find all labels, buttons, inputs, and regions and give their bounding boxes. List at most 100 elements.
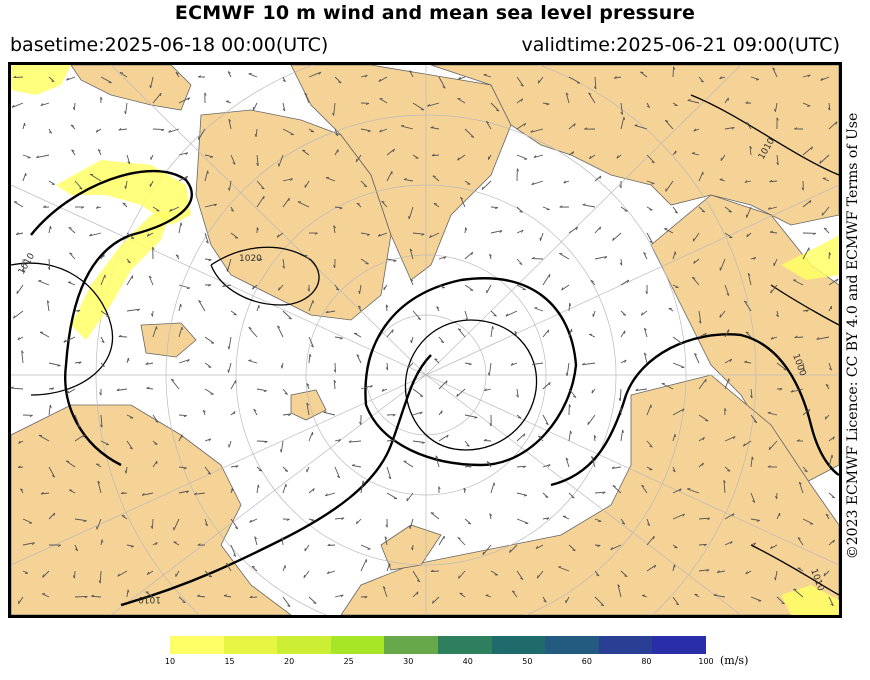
wind-arrow-head xyxy=(214,203,217,207)
wind-arrow xyxy=(74,595,88,598)
wind-arrow xyxy=(386,362,389,370)
wind-arrow xyxy=(746,206,752,218)
wind-arrow-head xyxy=(83,520,87,523)
wind-arrow-head xyxy=(493,314,497,317)
wind-arrow xyxy=(74,361,82,364)
wind-arrow xyxy=(464,518,472,525)
wind-arrow xyxy=(483,440,492,442)
wind-arrow xyxy=(48,466,56,478)
wind-arrow-head xyxy=(816,337,820,340)
wind-arrow xyxy=(483,74,492,78)
wind-arrow-head xyxy=(523,433,526,437)
wind-arrow-head xyxy=(587,421,589,425)
wind-arrow xyxy=(790,388,804,393)
wind-arrow-head xyxy=(776,117,779,121)
wind-arrow xyxy=(432,175,440,182)
wind-arrow-head xyxy=(622,314,626,316)
wind-arrow xyxy=(348,440,362,443)
wind-arrow-head xyxy=(832,436,835,440)
wind-arrow-head xyxy=(18,440,21,444)
wind-arrow-head xyxy=(458,328,462,331)
wind-arrow-head xyxy=(312,488,315,492)
wind-arrow-head xyxy=(185,175,189,179)
wind-arrow-head xyxy=(66,390,69,394)
isobar-line xyxy=(750,544,839,596)
map-frame[interactable]: 1010 1020 1010 1000 1010 1010 xyxy=(8,62,842,618)
wind-arrow xyxy=(432,596,440,604)
wind-arrow-head xyxy=(378,78,381,82)
wind-arrow-head xyxy=(559,205,563,208)
legend-tick-label: 60 xyxy=(581,657,592,666)
wind-arrow xyxy=(119,72,128,78)
chart-title: ECMWF 10 m wind and mean sea level press… xyxy=(174,2,696,24)
wind-arrow-head xyxy=(682,408,685,412)
wind-arrow xyxy=(22,122,25,130)
wind-arrow-head xyxy=(11,386,14,389)
wind-arrow xyxy=(594,491,606,494)
wind-arrow xyxy=(776,512,781,520)
siberia-land xyxy=(340,374,839,615)
meridian-line xyxy=(425,184,839,376)
wind-arrow-head xyxy=(340,594,344,598)
wind-arrow-head xyxy=(796,439,800,442)
wind-arrow-head xyxy=(445,380,448,384)
wind-arrow-head xyxy=(385,304,389,308)
wind-arrow xyxy=(41,492,50,495)
wind-arrow xyxy=(152,460,158,468)
wind-arrow-head xyxy=(337,475,340,479)
wind-arrow-head xyxy=(520,577,524,580)
wind-arrow xyxy=(620,518,626,525)
wind-arrow-head xyxy=(204,523,208,527)
wind-arrow-head xyxy=(264,441,268,444)
wind-arrow xyxy=(464,284,474,291)
wind-arrow xyxy=(13,201,24,208)
wind-arrow xyxy=(360,74,368,78)
wind-arrow-head xyxy=(804,470,808,473)
wind-arrow-head xyxy=(311,519,315,522)
wind-arrow xyxy=(178,97,190,104)
wind-arrow xyxy=(116,388,128,391)
wind-arrow xyxy=(334,284,340,291)
wind-arrow-head xyxy=(256,163,259,167)
wind-arrow xyxy=(282,388,288,395)
wind-arrow xyxy=(386,171,393,182)
wind-arrow xyxy=(97,149,102,156)
wind-arrow-head xyxy=(303,574,305,578)
wind-arrow xyxy=(634,124,648,130)
wind-arrow xyxy=(568,492,575,499)
wind-arrow xyxy=(459,592,466,598)
wind-arrow-head xyxy=(812,232,816,236)
wind-arrow xyxy=(178,326,183,338)
wind-arrow xyxy=(530,128,544,133)
wind-arrow-head xyxy=(51,80,55,83)
wind-arrow-head xyxy=(619,185,622,189)
wind-arrow-head xyxy=(116,388,120,391)
wind-arrow-head xyxy=(288,413,292,417)
wind-arrow xyxy=(488,362,492,376)
wind-arrow-head xyxy=(53,512,56,516)
wind-arrow xyxy=(802,466,808,473)
wind-arrow-head xyxy=(234,527,239,530)
wind-arrow xyxy=(126,154,131,164)
wind-arrow-head xyxy=(333,369,336,373)
wind-arrow xyxy=(126,589,129,598)
wind-arrow-head xyxy=(231,488,234,492)
wind-arrow-head xyxy=(69,252,73,255)
wind-arrow xyxy=(516,518,529,524)
wind-arrow-head xyxy=(183,467,187,470)
wind-arrow-head xyxy=(779,388,783,391)
wind-arrow-head xyxy=(829,367,832,371)
wind-arrow xyxy=(516,492,528,496)
wind-arrow-head xyxy=(226,268,228,272)
wind-arrow xyxy=(91,595,102,598)
wind-arrow-head xyxy=(249,519,252,523)
wind-arrow xyxy=(412,440,425,443)
wind-arrow xyxy=(516,122,526,130)
wind-arrow-head xyxy=(228,187,230,191)
wind-arrow-head xyxy=(127,161,131,165)
wind-arrow-head xyxy=(532,362,536,365)
wind-arrow-head xyxy=(802,368,805,371)
wind-arrow xyxy=(620,279,630,286)
wind-arrow-head xyxy=(713,593,717,596)
wind-arrow xyxy=(438,256,447,260)
